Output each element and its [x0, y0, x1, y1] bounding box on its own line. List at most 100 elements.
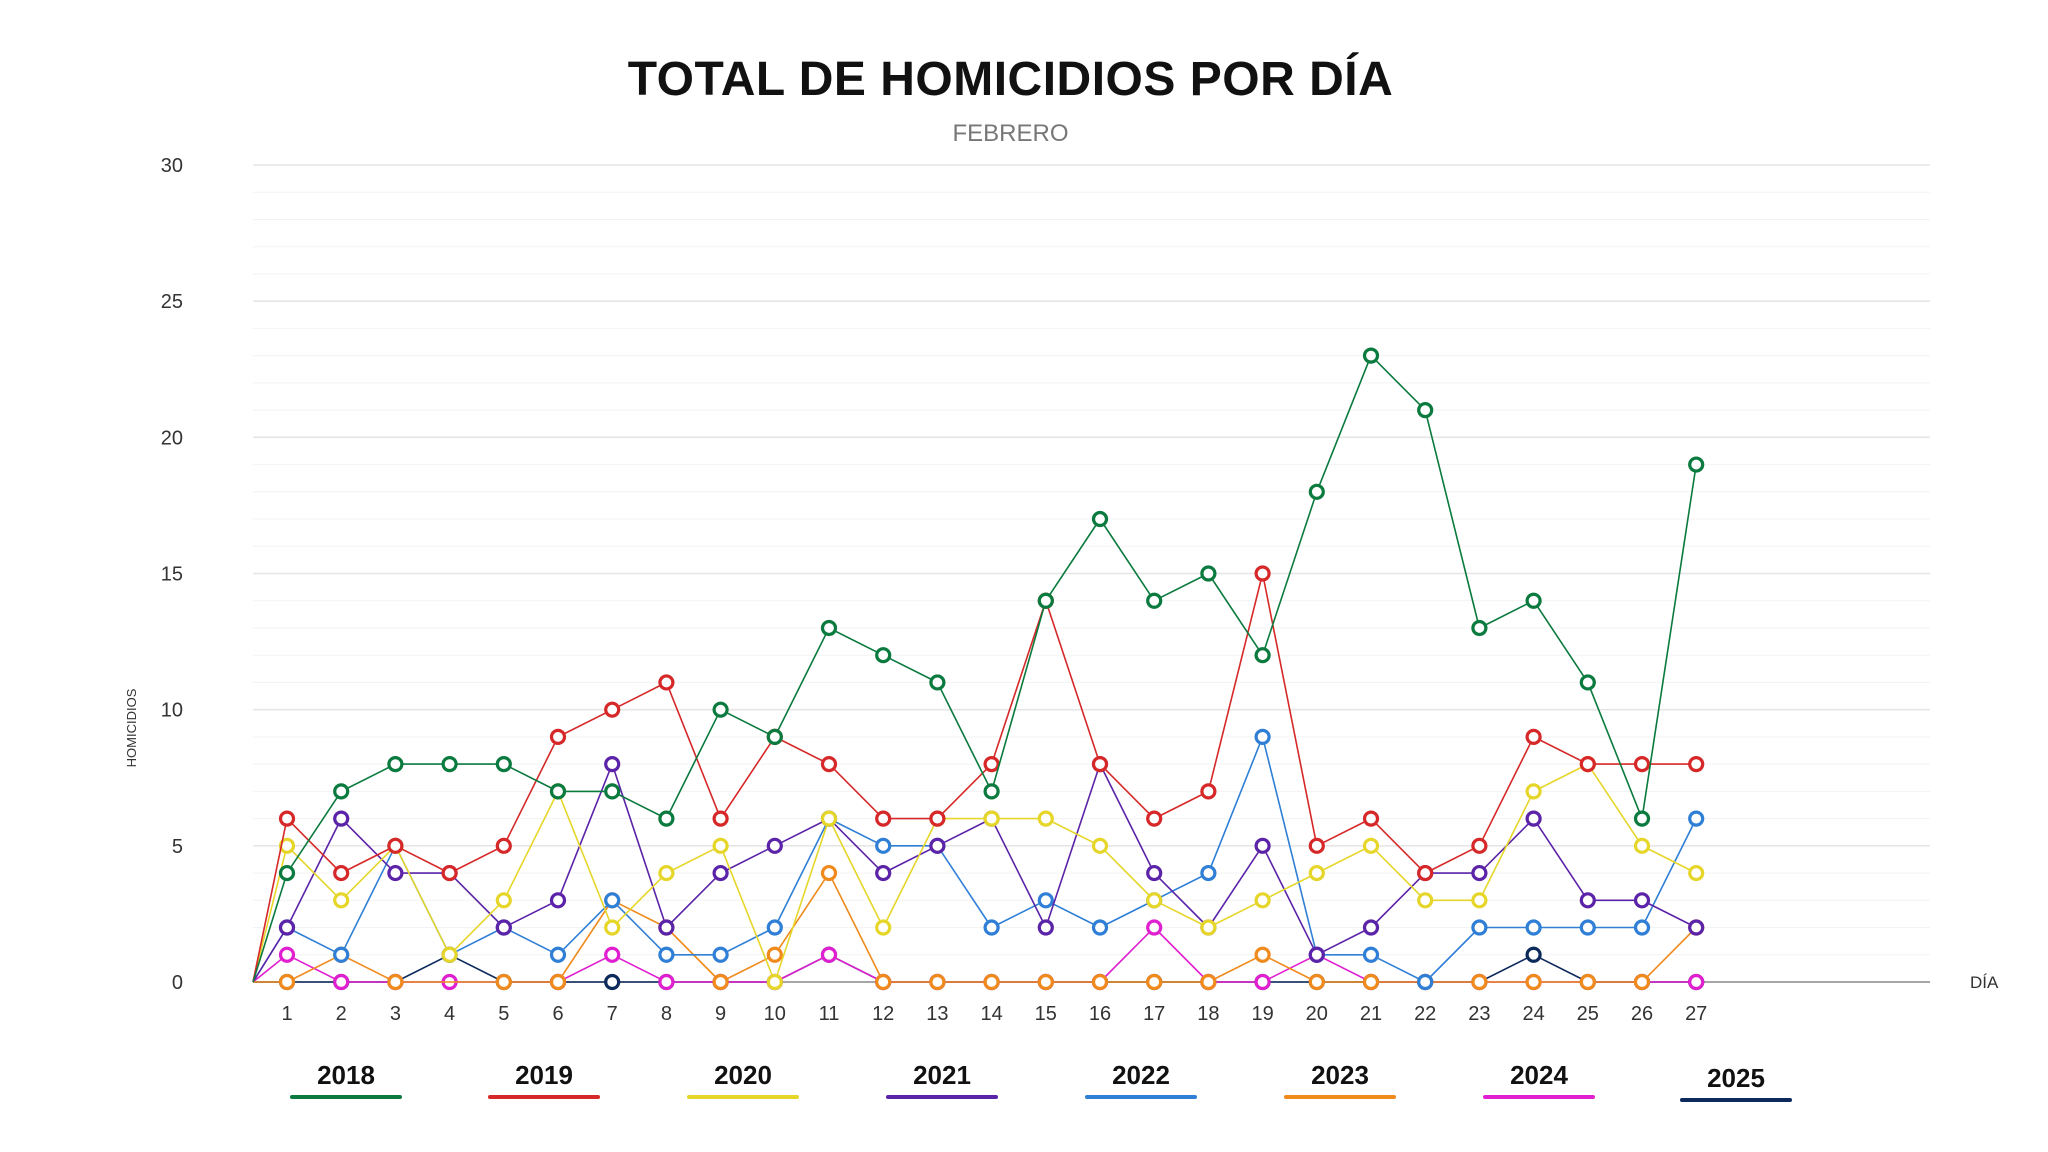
data-point-2020: [1308, 864, 1325, 882]
data-point-2021: [604, 756, 621, 773]
x-tick-label: 3: [390, 1003, 401, 1025]
legend-label: 2022: [1112, 1060, 1170, 1090]
y-tick-label: 30: [161, 155, 183, 177]
data-point-2020: [333, 892, 350, 909]
data-point-2024: [604, 946, 621, 963]
data-point-2020: [658, 864, 675, 882]
data-point-2021: [1471, 864, 1488, 882]
legend-swatch: [886, 1095, 998, 1099]
legend-label: 2018: [317, 1060, 375, 1090]
data-point-2018: [983, 783, 1000, 800]
data-point-2023: [820, 864, 838, 882]
data-point-2020: [712, 837, 729, 854]
data-point-2020: [1146, 892, 1163, 909]
series-2022: [252, 728, 1705, 991]
data-point-2019: [495, 837, 512, 854]
x-tick-label: 12: [872, 1003, 894, 1025]
data-point-2021: [278, 919, 296, 936]
legend-swatch: [1085, 1095, 1197, 1099]
data-point-2018: [1688, 456, 1705, 473]
data-point-2019: [387, 837, 404, 854]
data-point-2021: [1308, 946, 1325, 963]
legend-label: 2020: [714, 1060, 772, 1090]
data-point-2019: [1362, 810, 1380, 827]
data-point-2023: [1091, 973, 1109, 991]
data-point-2025: [1525, 946, 1542, 963]
data-point-2023: [1146, 973, 1163, 991]
data-point-2018: [712, 701, 729, 718]
x-tick-label: 7: [607, 1003, 618, 1025]
data-point-2023: [1254, 946, 1271, 963]
data-point-2024: [820, 946, 838, 963]
x-tick-label: 6: [552, 1003, 563, 1025]
data-point-2022: [1037, 892, 1054, 909]
data-point-2020: [766, 973, 783, 991]
data-point-2022: [1471, 919, 1488, 936]
series-2018: [252, 347, 1705, 983]
data-point-2019: [1525, 728, 1542, 746]
data-point-2019: [1200, 783, 1217, 800]
data-point-2023: [549, 973, 567, 991]
x-tick-label: 17: [1143, 1003, 1165, 1025]
data-point-2020: [983, 810, 1000, 827]
data-point-2018: [1254, 647, 1271, 664]
data-point-2019: [1254, 565, 1271, 582]
data-point-2019: [983, 756, 1000, 773]
data-point-2019: [658, 674, 675, 691]
x-tick-label: 1: [281, 1003, 292, 1025]
data-point-2022: [1525, 919, 1542, 936]
data-point-2024: [278, 946, 296, 963]
data-point-2018: [820, 619, 838, 637]
data-point-2019: [333, 864, 350, 882]
chart-title: TOTAL DE HOMICIDIOS POR DÍA: [627, 53, 1394, 106]
data-point-2020: [495, 892, 512, 909]
legend-label: 2023: [1311, 1060, 1369, 1090]
data-point-2021: [333, 810, 350, 827]
x-tick-label: 10: [764, 1003, 786, 1025]
data-point-2019: [278, 810, 296, 827]
legend-item-2022: 2022: [1085, 1060, 1197, 1099]
legend-swatch: [1284, 1095, 1396, 1099]
data-point-2020: [1037, 810, 1054, 827]
legend-swatch: [687, 1095, 799, 1099]
legend-swatch: [1483, 1095, 1595, 1099]
data-point-2018: [604, 783, 621, 800]
data-point-2018: [1308, 483, 1325, 500]
x-tick-label: 11: [819, 1003, 840, 1025]
series-2023: [253, 864, 1705, 991]
data-point-2018: [278, 864, 296, 882]
data-point-2023: [1037, 973, 1054, 991]
y-axis-label: HOMICIDIOS: [124, 688, 139, 767]
legend-item-2021: 2021: [886, 1060, 998, 1099]
data-point-2022: [1688, 810, 1705, 827]
data-point-2024: [1254, 973, 1271, 991]
series-line-2018: [252, 354, 1697, 983]
x-tick-label: 21: [1360, 1003, 1382, 1025]
legend-swatch: [1680, 1098, 1792, 1102]
data-point-2024: [658, 973, 675, 991]
data-point-2023: [387, 973, 404, 991]
data-point-2019: [1688, 756, 1705, 773]
x-tick-label: 24: [1522, 1003, 1544, 1025]
data-point-2022: [766, 919, 783, 936]
y-tick-label: 5: [172, 836, 183, 858]
data-point-2019: [1091, 756, 1109, 773]
data-point-2019: [1633, 756, 1651, 773]
x-tick-label: 27: [1685, 1003, 1707, 1025]
data-point-2023: [278, 973, 296, 991]
data-point-2022: [1417, 973, 1434, 991]
legend-label: 2021: [913, 1060, 971, 1090]
data-point-2019: [1417, 864, 1434, 882]
series-line-2023: [253, 872, 1697, 983]
data-point-2020: [604, 919, 621, 936]
data-point-2018: [658, 810, 675, 827]
data-point-2019: [604, 701, 621, 718]
data-point-2021: [1254, 837, 1271, 854]
y-tick-label: 25: [161, 291, 183, 313]
x-tick-label: 25: [1577, 1003, 1599, 1025]
data-point-2018: [495, 756, 512, 773]
data-point-2021: [1688, 919, 1705, 936]
x-tick-label: 2: [336, 1003, 347, 1025]
x-tick-label: 13: [926, 1003, 948, 1025]
